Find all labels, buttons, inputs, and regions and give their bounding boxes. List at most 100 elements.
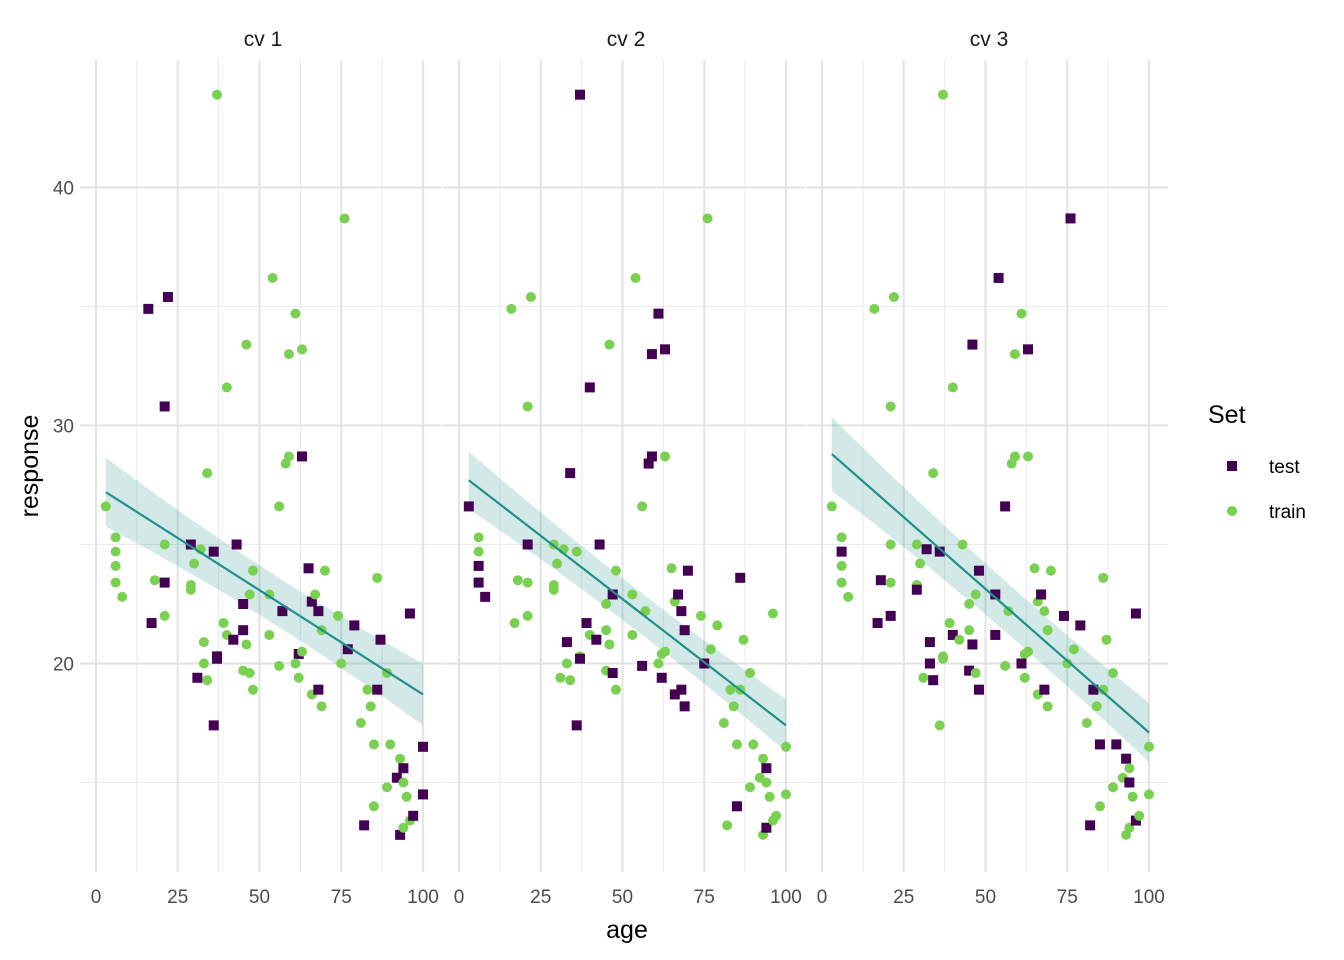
train-point: [290, 308, 301, 319]
train-point: [1098, 572, 1109, 583]
train-point: [310, 589, 321, 600]
test-point: [731, 801, 742, 812]
test-point: [480, 591, 491, 602]
train-point: [297, 344, 308, 355]
test-point: [192, 672, 203, 683]
test-point: [1085, 820, 1096, 831]
train-point: [937, 89, 948, 100]
test-point: [1124, 777, 1135, 788]
test-point: [375, 634, 386, 645]
test-point: [993, 272, 1004, 283]
train-point: [548, 584, 559, 595]
test-point: [159, 401, 170, 412]
train-point: [339, 213, 350, 224]
train-point: [885, 577, 896, 588]
test-point: [964, 665, 975, 676]
test-point: [238, 625, 249, 636]
x-tick-label: 0: [454, 887, 465, 908]
train-point: [264, 629, 275, 640]
train-point: [290, 658, 301, 669]
x-tick-label: 25: [530, 887, 551, 908]
confidence-band: [105, 457, 424, 726]
train-point: [722, 820, 733, 831]
train-point: [705, 644, 716, 655]
train-point: [283, 349, 294, 360]
y-tick-label: 30: [53, 417, 74, 438]
train-point: [970, 589, 981, 600]
x-tick-label: 50: [249, 887, 270, 908]
test-point: [574, 89, 585, 100]
train-point: [944, 618, 955, 629]
x-tick-label: 0: [817, 887, 828, 908]
train-point: [888, 291, 899, 302]
test-point: [1058, 610, 1069, 621]
x-tick-label: 75: [694, 887, 715, 908]
train-point: [836, 577, 847, 588]
train-point: [110, 546, 121, 557]
train-point: [1023, 646, 1034, 657]
test-point: [934, 546, 945, 557]
test-point: [359, 820, 370, 831]
train-point: [110, 577, 121, 588]
test-point: [656, 672, 667, 683]
train-point: [525, 291, 536, 302]
test-point: [646, 349, 657, 360]
train-point: [293, 672, 304, 683]
train-point: [718, 718, 729, 728]
test-point: [928, 675, 939, 686]
test-point: [1130, 608, 1141, 619]
train-point: [666, 563, 677, 574]
test-point: [646, 451, 657, 462]
train-point: [738, 634, 749, 645]
train-point: [571, 546, 582, 557]
test-point: [584, 382, 595, 393]
train-point: [885, 539, 896, 550]
train-point: [218, 618, 229, 629]
train-point: [947, 382, 958, 393]
test-point: [313, 606, 324, 617]
train-point: [731, 739, 742, 750]
train-point: [885, 401, 896, 412]
train-point: [110, 560, 121, 571]
train-point: [836, 560, 847, 571]
train-point: [274, 660, 285, 671]
test-point: [643, 458, 654, 469]
train-point: [1000, 660, 1011, 671]
test-point: [990, 589, 1001, 600]
x-tick-label: 100: [770, 887, 802, 908]
test-point: [1036, 589, 1047, 600]
train-point: [1108, 668, 1119, 679]
test-point: [679, 625, 690, 636]
train-point: [244, 668, 255, 679]
test-point: [1065, 213, 1076, 224]
train-point: [247, 565, 258, 576]
train-point: [869, 303, 880, 314]
train-point: [117, 591, 128, 602]
test-point: [947, 629, 958, 640]
train-point: [159, 539, 170, 550]
legend-label-train: train: [1269, 502, 1306, 523]
train-point: [1134, 810, 1145, 821]
regression-line: [105, 491, 424, 696]
train-point: [764, 791, 775, 802]
train-point: [368, 801, 379, 812]
test-point: [924, 637, 935, 648]
test-point: [875, 575, 886, 586]
test-point: [306, 596, 317, 607]
train-point: [506, 303, 517, 314]
x-tick-label: 50: [975, 887, 996, 908]
train-point: [1045, 565, 1056, 576]
train-point: [1101, 634, 1112, 645]
train-point: [202, 468, 213, 479]
train-point: [915, 558, 926, 569]
train-point: [1124, 763, 1135, 774]
train-point: [712, 620, 723, 631]
train-point: [761, 777, 772, 788]
test-point: [885, 610, 896, 621]
train-point: [918, 672, 929, 683]
test-point: [522, 539, 533, 550]
train-point: [771, 810, 782, 821]
train-point: [221, 382, 232, 393]
train-point: [604, 639, 615, 650]
